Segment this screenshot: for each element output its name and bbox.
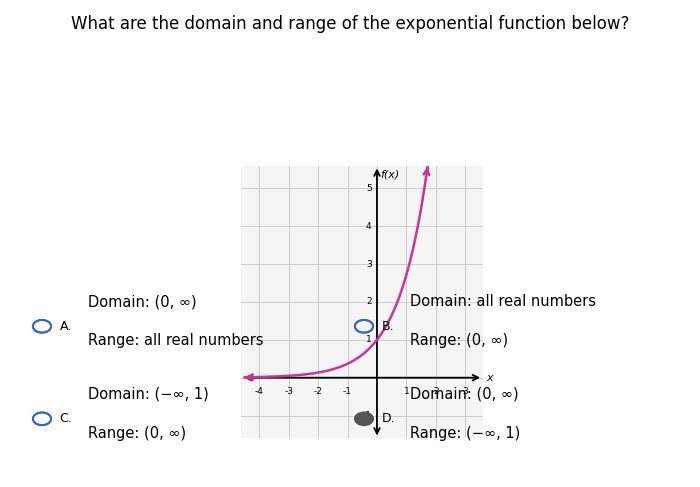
Text: f(x): f(x): [381, 169, 400, 179]
Text: -4: -4: [255, 387, 264, 396]
Text: -2: -2: [314, 387, 323, 396]
Text: Domain: all real numbers: Domain: all real numbers: [410, 295, 596, 309]
Text: A.: A.: [60, 320, 71, 333]
Text: 2: 2: [366, 298, 372, 306]
Text: -1: -1: [343, 387, 352, 396]
Text: -1: -1: [363, 411, 372, 420]
Text: x: x: [486, 373, 493, 383]
Text: 5: 5: [366, 184, 372, 193]
Text: Domain: (0, ∞): Domain: (0, ∞): [88, 295, 196, 309]
Text: Range: (0, ∞): Range: (0, ∞): [88, 426, 186, 441]
Text: Range: (0, ∞): Range: (0, ∞): [410, 334, 508, 348]
Text: Range: all real numbers: Range: all real numbers: [88, 334, 263, 348]
Text: -3: -3: [284, 387, 293, 396]
Text: 1: 1: [366, 336, 372, 344]
Text: 3: 3: [366, 260, 372, 268]
Text: Domain: (0, ∞): Domain: (0, ∞): [410, 387, 518, 402]
Text: 4: 4: [366, 222, 372, 231]
Text: 3: 3: [463, 387, 468, 396]
Text: D.: D.: [382, 412, 395, 425]
Text: 1: 1: [404, 387, 410, 396]
Text: Range: (−∞, 1): Range: (−∞, 1): [410, 426, 519, 441]
Text: Domain: (−∞, 1): Domain: (−∞, 1): [88, 387, 209, 402]
Text: What are the domain and range of the exponential function below?: What are the domain and range of the exp…: [71, 15, 629, 33]
Text: 2: 2: [433, 387, 439, 396]
Text: C.: C.: [60, 412, 72, 425]
Text: B.: B.: [382, 320, 394, 333]
